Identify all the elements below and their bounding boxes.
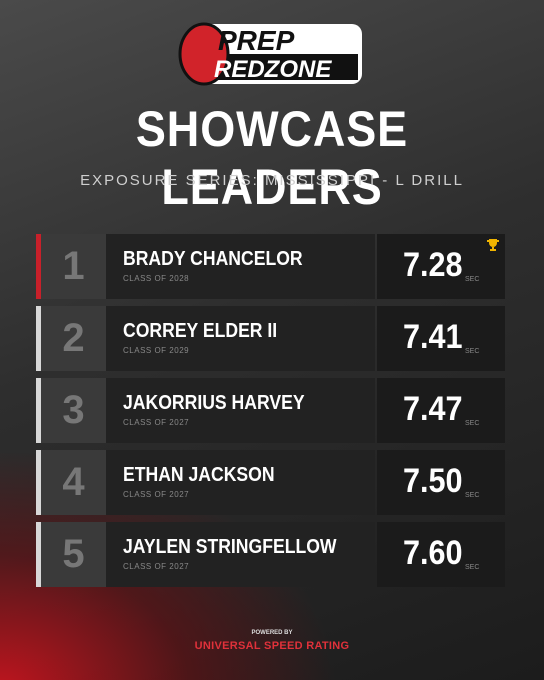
time-unit: SEC bbox=[465, 492, 480, 499]
time: 7.47 bbox=[403, 390, 463, 428]
player-class: CLASS OF 2029 bbox=[123, 346, 190, 355]
logo-bottom: REDZONE bbox=[214, 56, 332, 83]
player-name: ETHAN JACKSON bbox=[123, 464, 275, 486]
player-name: BRADY CHANCELOR bbox=[123, 248, 303, 270]
powered-by: POWERED BY bbox=[251, 630, 293, 636]
player-name: JAYLEN STRINGFELLOW bbox=[123, 536, 337, 558]
player-name: JAKORRIUS HARVEY bbox=[123, 392, 305, 414]
rank: 4 bbox=[41, 450, 106, 515]
leader-row: 3 JAKORRIUS HARVEY CLASS OF 2027 7.47 SEC bbox=[36, 378, 505, 443]
time-unit: SEC bbox=[465, 276, 480, 283]
name-box: BRADY CHANCELOR CLASS OF 2028 bbox=[106, 234, 375, 299]
time: 7.41 bbox=[403, 318, 463, 356]
leader-row: 1 BRADY CHANCELOR CLASS OF 2028 7.28 SEC bbox=[36, 234, 505, 299]
subtitle: EXPOSURE SERIES: MISSISSIPPI - L DRILL bbox=[80, 172, 464, 189]
rank: 5 bbox=[41, 522, 106, 587]
row-stripe bbox=[36, 234, 41, 299]
time-unit: SEC bbox=[465, 564, 480, 571]
rank: 3 bbox=[41, 378, 106, 443]
row-stripe bbox=[36, 450, 41, 515]
trophy-icon bbox=[487, 239, 499, 251]
title: SHOWCASE LEADERS bbox=[135, 101, 409, 215]
player-class: CLASS OF 2027 bbox=[123, 490, 190, 499]
player-class: CLASS OF 2027 bbox=[123, 418, 190, 427]
player-name: CORREY ELDER II bbox=[123, 320, 278, 342]
rank: 1 bbox=[41, 234, 106, 299]
name-box: JAYLEN STRINGFELLOW CLASS OF 2027 bbox=[106, 522, 375, 587]
logo-top: PREP bbox=[218, 25, 295, 56]
name-box: JAKORRIUS HARVEY CLASS OF 2027 bbox=[106, 378, 375, 443]
time-box: 7.50 SEC bbox=[377, 450, 505, 515]
logo-band bbox=[208, 54, 358, 80]
row-stripe bbox=[36, 306, 41, 371]
row-stripe bbox=[36, 522, 41, 587]
name-box: CORREY ELDER II CLASS OF 2029 bbox=[106, 306, 375, 371]
time-unit: SEC bbox=[465, 348, 480, 355]
brand: UNIVERSAL SPEED RATING bbox=[194, 640, 350, 652]
leader-row: 2 CORREY ELDER II CLASS OF 2029 7.41 SEC bbox=[36, 306, 505, 371]
time-box: 7.41 SEC bbox=[377, 306, 505, 371]
logo: PREP REDZONE bbox=[178, 22, 362, 86]
time-box: 7.47 SEC bbox=[377, 378, 505, 443]
time: 7.50 bbox=[403, 462, 463, 500]
time: 7.28 bbox=[403, 246, 463, 284]
rank: 2 bbox=[41, 306, 106, 371]
name-box: ETHAN JACKSON CLASS OF 2027 bbox=[106, 450, 375, 515]
player-class: CLASS OF 2027 bbox=[123, 562, 190, 571]
logo-ball bbox=[178, 22, 230, 86]
leader-row: 5 JAYLEN STRINGFELLOW CLASS OF 2027 7.60 SEC bbox=[36, 522, 505, 587]
time-box: 7.60 SEC bbox=[377, 522, 505, 587]
time-unit: SEC bbox=[465, 420, 480, 427]
time-box: 7.28 SEC bbox=[377, 234, 505, 299]
row-stripe bbox=[36, 378, 41, 443]
time: 7.60 bbox=[403, 534, 463, 572]
leader-row: 4 ETHAN JACKSON CLASS OF 2027 7.50 SEC bbox=[36, 450, 505, 515]
player-class: CLASS OF 2028 bbox=[123, 274, 190, 283]
